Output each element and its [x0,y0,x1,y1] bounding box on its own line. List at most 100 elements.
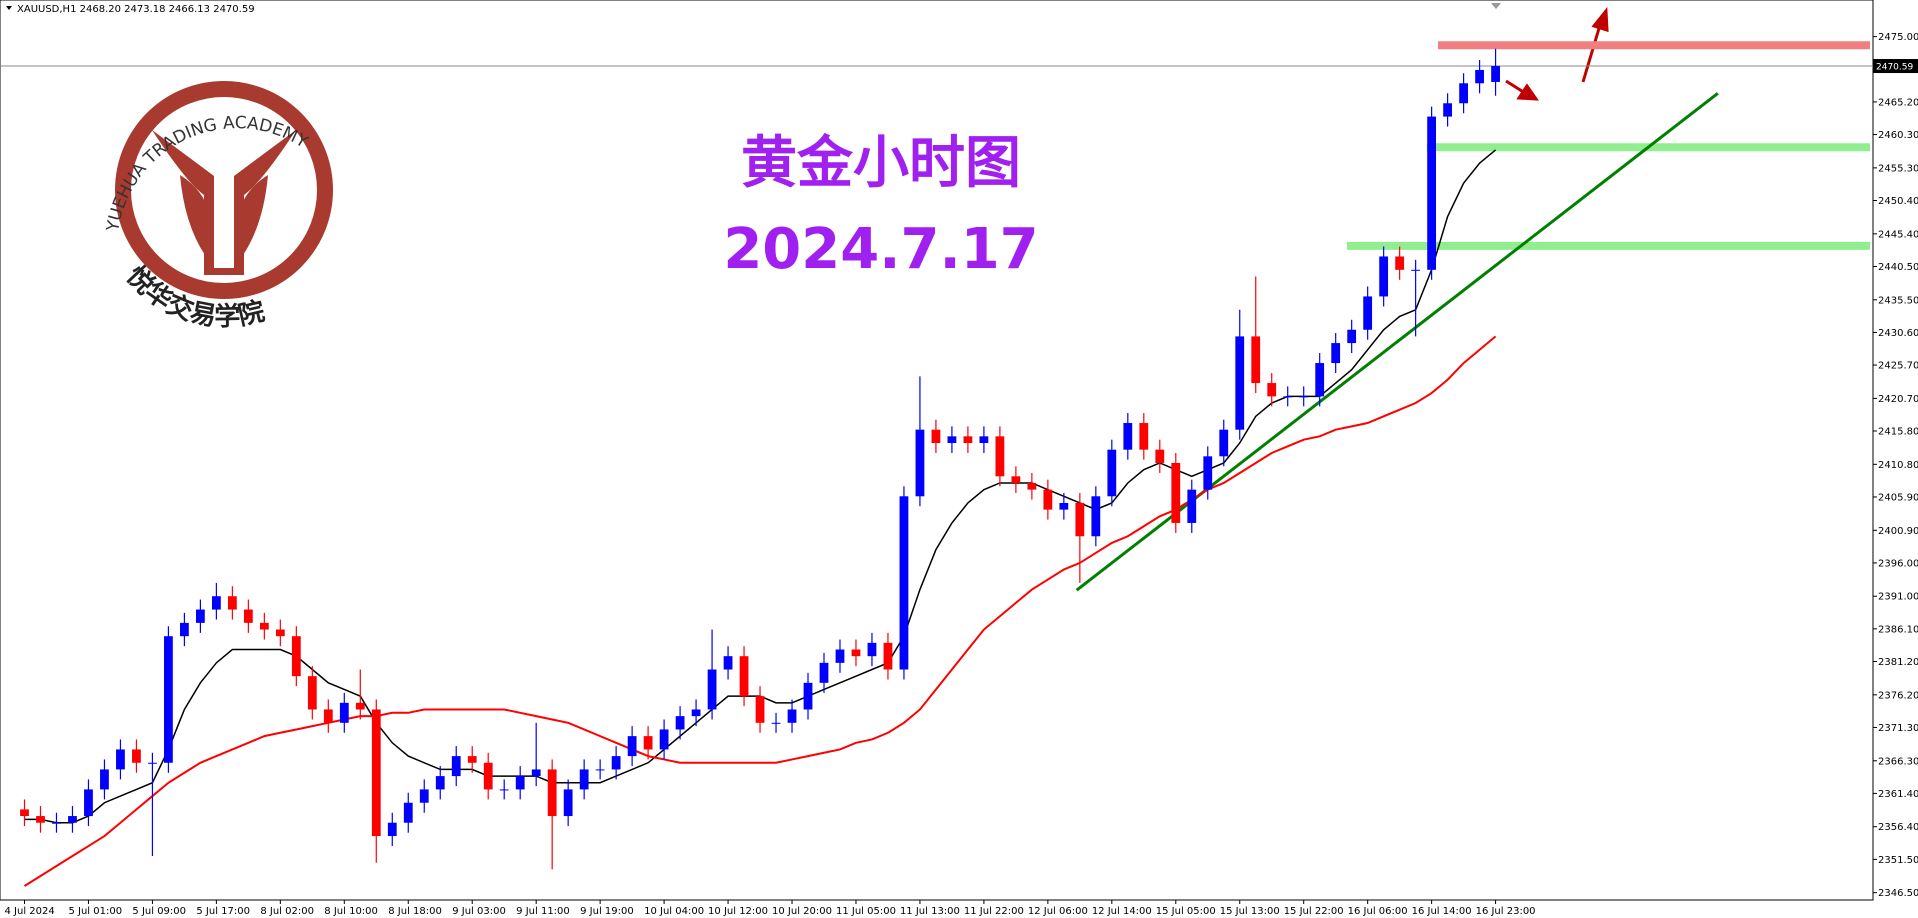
candle [52,812,61,833]
candle [323,699,333,733]
y-tick-label: 2420.70 [1878,394,1918,405]
candle-body [1139,423,1149,450]
y-tick-label: 2376.20 [1878,690,1918,701]
candle-body [531,769,541,777]
candle-body [467,756,477,763]
candle [611,746,621,780]
x-tick-label: 11 Jul 13:00 [900,906,960,917]
candle [451,746,461,787]
candle-body [755,696,765,723]
x-tick-label: 10 Jul 12:00 [708,906,768,917]
candle [164,626,173,773]
candle-body [1011,476,1021,483]
candle [851,639,861,667]
candle-body [1331,343,1341,364]
candle [515,766,525,800]
last-price-label: 2470.59 [1876,63,1913,73]
candle-body [1251,336,1261,384]
candle-body [211,596,221,610]
candle-body [1283,396,1293,398]
arrow-head [1591,6,1609,33]
candle-body [627,736,637,757]
candle [1491,48,1500,96]
x-tick-label: 5 Jul 01:00 [68,906,122,917]
arrow-head [1516,83,1539,101]
candle-body [259,622,269,630]
x-tick-label: 4 Jul 2024 [5,906,55,917]
candle [116,739,125,780]
candle [291,626,301,687]
candle-body [20,809,29,817]
candle [659,719,669,760]
candle [995,426,1005,487]
candle-body [963,436,973,444]
candle [1411,259,1421,337]
x-tick-label: 9 Jul 11:00 [516,906,570,917]
candle [707,629,717,720]
candle-body [1235,336,1245,430]
candle-body [1379,256,1389,297]
candle-body [1299,396,1309,398]
candle-body [483,762,493,790]
candle-body [148,762,157,764]
candle-body [691,709,701,717]
candle [867,632,877,667]
candle-body [36,816,45,823]
candle [1075,492,1085,583]
candle [979,426,989,453]
x-tick-label: 11 Jul 22:00 [964,906,1024,917]
menu-triangle [6,6,12,10]
candle-body [419,789,429,803]
candle-body [435,776,445,790]
shift-marker [1491,3,1501,9]
candle [1027,472,1037,500]
candle-body [195,609,205,623]
candle [835,639,845,673]
x-tick-label: 15 Jul 05:00 [1156,906,1216,917]
candle-body [883,642,893,670]
candle-body [947,436,957,444]
candle-body [100,769,109,790]
candle [1171,452,1181,533]
candle [595,759,605,780]
candle [20,799,29,827]
candle-body [1027,482,1037,490]
candle [467,746,477,773]
candle [1395,246,1405,280]
candle-body [723,656,733,670]
candle [1315,353,1325,407]
logo-ring [115,81,333,299]
candle [723,646,733,680]
candle [883,632,893,680]
candle-body [1427,116,1437,270]
candle [1299,386,1309,407]
candle-body [611,756,621,770]
candle [1123,413,1133,460]
y-tick-label: 2351.50 [1878,855,1918,866]
candle-body [835,649,845,663]
candle-body [339,702,349,723]
arrows [1505,6,1609,101]
y-tick-label: 2435.50 [1878,295,1918,306]
candle-body [595,769,605,771]
x-tick-label: 8 Jul 10:00 [324,906,378,917]
candle-body [291,636,301,677]
candle-body [515,776,525,790]
candle-body [1459,83,1468,104]
x-tick-label: 16 Jul 23:00 [1476,906,1536,917]
candle-body [547,769,557,817]
candle-body [1091,496,1101,537]
candle-body [1075,502,1085,537]
candle [68,806,77,833]
x-tick-label: 16 Jul 14:00 [1412,906,1472,917]
candle [899,486,909,680]
candle [275,619,285,647]
candle-body [355,702,365,710]
candle-body [1411,269,1421,271]
candle-body [164,636,173,763]
candle [547,759,557,870]
chart-subtitle: 2024.7.17 [723,217,1038,282]
candle-body [1219,429,1229,457]
candle-body [132,749,141,763]
